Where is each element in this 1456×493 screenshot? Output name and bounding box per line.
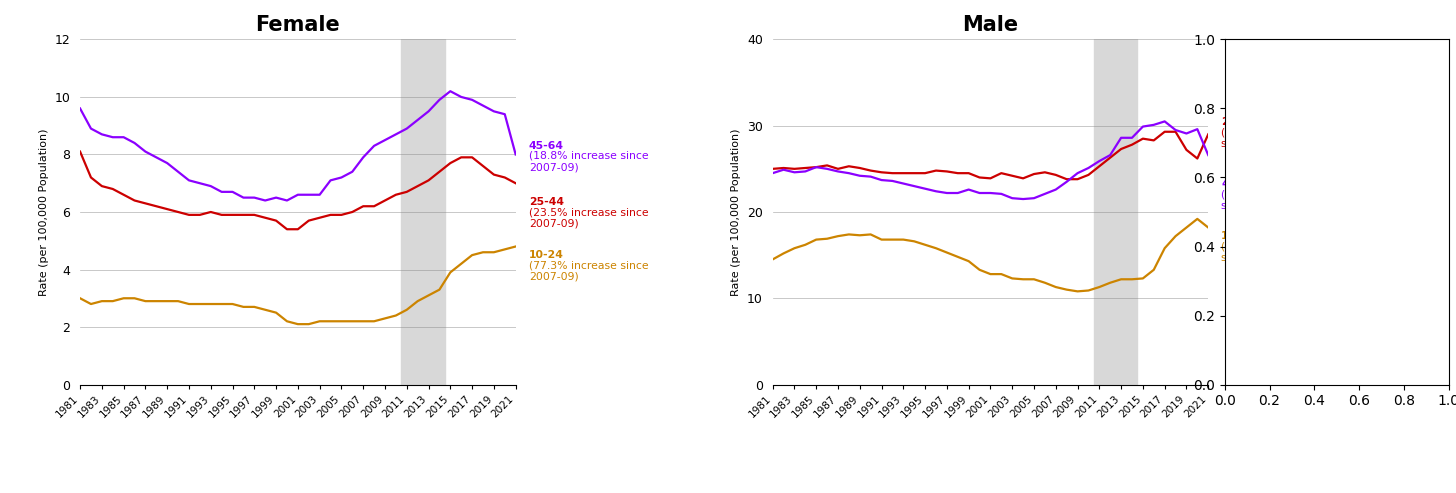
Text: (20.6% increase
since 2007-09): (20.6% increase since 2007-09) bbox=[1222, 127, 1309, 149]
Bar bbox=[1093, 39, 1137, 385]
Text: (77.3% increase since
2007-09): (77.3% increase since 2007-09) bbox=[529, 260, 648, 282]
Text: (11.7% increase
since 2007-09): (11.7% increase since 2007-09) bbox=[1222, 189, 1309, 211]
Y-axis label: Rate (per 100,000 Population): Rate (per 100,000 Population) bbox=[731, 128, 741, 296]
Text: 45-64: 45-64 bbox=[1222, 179, 1257, 189]
Title: Male: Male bbox=[962, 15, 1019, 35]
Title: Female: Female bbox=[255, 15, 341, 35]
Text: (18.8% increase since
2007-09): (18.8% increase since 2007-09) bbox=[529, 151, 648, 173]
Text: (44.2% increase
since 2007-09): (44.2% increase since 2007-09) bbox=[1222, 241, 1309, 263]
Text: (23.5% increase since
2007-09): (23.5% increase since 2007-09) bbox=[529, 207, 648, 229]
Text: 10-24: 10-24 bbox=[529, 250, 563, 260]
Bar bbox=[402, 39, 446, 385]
Text: 10-24: 10-24 bbox=[1222, 231, 1257, 241]
Text: 45-64: 45-64 bbox=[529, 141, 563, 151]
Text: 25-44: 25-44 bbox=[1222, 117, 1257, 127]
Text: 25-44: 25-44 bbox=[529, 197, 563, 207]
Y-axis label: Rate (per 100,000 Population): Rate (per 100,000 Population) bbox=[39, 128, 50, 296]
